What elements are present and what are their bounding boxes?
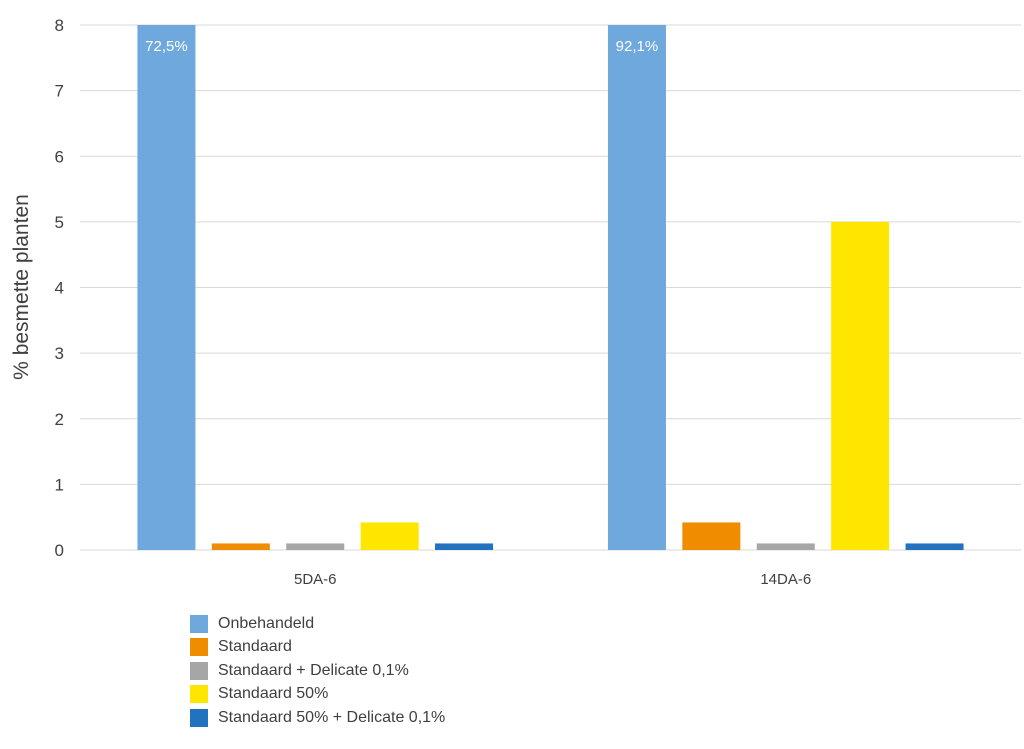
bars (137, 25, 964, 550)
y-tick-label: 1 (55, 475, 64, 494)
data-label: 92,1% (616, 38, 659, 55)
gridlines (80, 24, 1021, 551)
y-axis-label: % besmette planten (10, 194, 33, 380)
bar (211, 543, 270, 550)
x-category-label: 14DA-6 (760, 571, 811, 588)
y-tick-label: 7 (55, 82, 64, 101)
legend: Onbehandeld Standaard Standaard + Delicate… (190, 612, 445, 730)
bar (756, 543, 815, 550)
y-tick-label: 6 (55, 147, 64, 166)
legend-label: Standaard 50% (218, 685, 329, 703)
legend-item: Onbehandeld (190, 612, 445, 636)
legend-label: Standaard 50% + Delicate 0,1% (218, 708, 446, 726)
y-tick-label: 3 (55, 344, 64, 363)
legend-label: Standaard + Delicate 0,1% (218, 661, 409, 679)
legend-swatch (190, 685, 208, 704)
y-tick-label: 2 (55, 410, 64, 429)
x-category-label: 5DA-6 (294, 571, 337, 588)
bar (682, 522, 741, 550)
legend-swatch (190, 661, 208, 680)
legend-item: Standaard + Delicate 0,1% (190, 659, 445, 683)
y-tick-label: 8 (55, 16, 64, 35)
bar (286, 543, 345, 550)
legend-item: Standaard (190, 636, 445, 660)
data-labels: 72,5% 92,1% (145, 38, 658, 55)
bar (360, 522, 419, 550)
bar (607, 25, 666, 550)
legend-label: Onbehandeld (218, 614, 315, 632)
bar (831, 221, 890, 550)
x-axis-categories: 5DA-6 14DA-6 (294, 571, 811, 588)
legend-swatch (190, 638, 208, 657)
bar (905, 543, 964, 550)
y-tick-label: 0 (55, 541, 64, 560)
legend-label: Standaard (218, 638, 292, 656)
y-tick-label: 5 (55, 213, 64, 232)
legend-swatch (190, 708, 208, 727)
legend-swatch (190, 614, 208, 633)
legend-item: Standaard 50% + Delicate 0,1% (190, 706, 445, 730)
bar (435, 543, 494, 550)
legend-item: Standaard 50% (190, 683, 445, 707)
bar (137, 25, 196, 550)
y-axis-ticks: 0 1 2 3 4 5 6 7 8 (55, 16, 64, 560)
data-label: 72,5% (145, 38, 188, 55)
y-tick-label: 4 (55, 279, 64, 298)
